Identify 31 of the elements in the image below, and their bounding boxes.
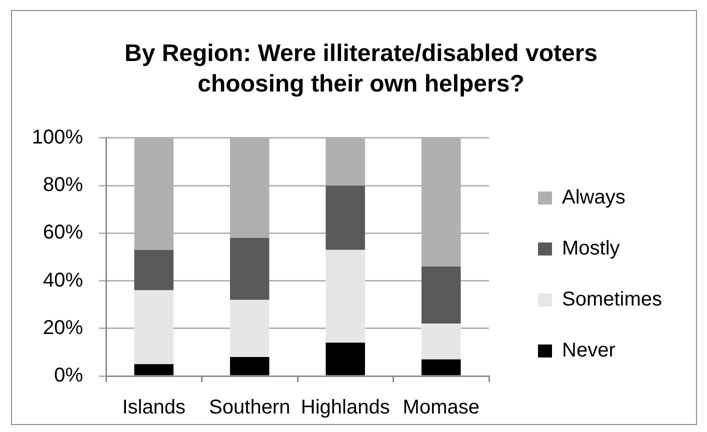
bar (326, 342, 366, 376)
bar (326, 138, 366, 186)
y-tick-label: 80% (42, 174, 84, 196)
y-tick-label: 0% (54, 364, 84, 387)
bar (421, 324, 461, 360)
bar (326, 186, 366, 250)
y-tick-label: 40% (42, 269, 84, 292)
bar (230, 300, 270, 357)
bar (230, 356, 270, 376)
bar (230, 138, 270, 238)
bar (134, 290, 174, 364)
legend-label: Always (562, 186, 626, 209)
legend-label: Sometimes (562, 288, 662, 311)
y-tick-label: 100% (32, 126, 84, 148)
legend-label: Mostly (562, 238, 620, 260)
chart-title: By Region: Were illiterate/disabled voters choosing their own helpers? (124, 40, 598, 98)
bar (421, 359, 461, 376)
bar (326, 250, 366, 343)
bar (421, 266, 461, 324)
bar (421, 138, 461, 266)
x-tick-label: Islands (122, 396, 186, 419)
bar (134, 364, 174, 376)
x-tick-label: Highlands (300, 396, 390, 419)
x-tick-label: Southern (209, 396, 290, 419)
x-tick-label: Momase (402, 396, 480, 419)
bar (230, 238, 270, 300)
y-tick-label: 60% (42, 222, 84, 244)
legend-label: Never (562, 340, 616, 362)
bar (134, 250, 174, 290)
bar (134, 138, 174, 250)
y-tick-label: 20% (42, 316, 84, 339)
